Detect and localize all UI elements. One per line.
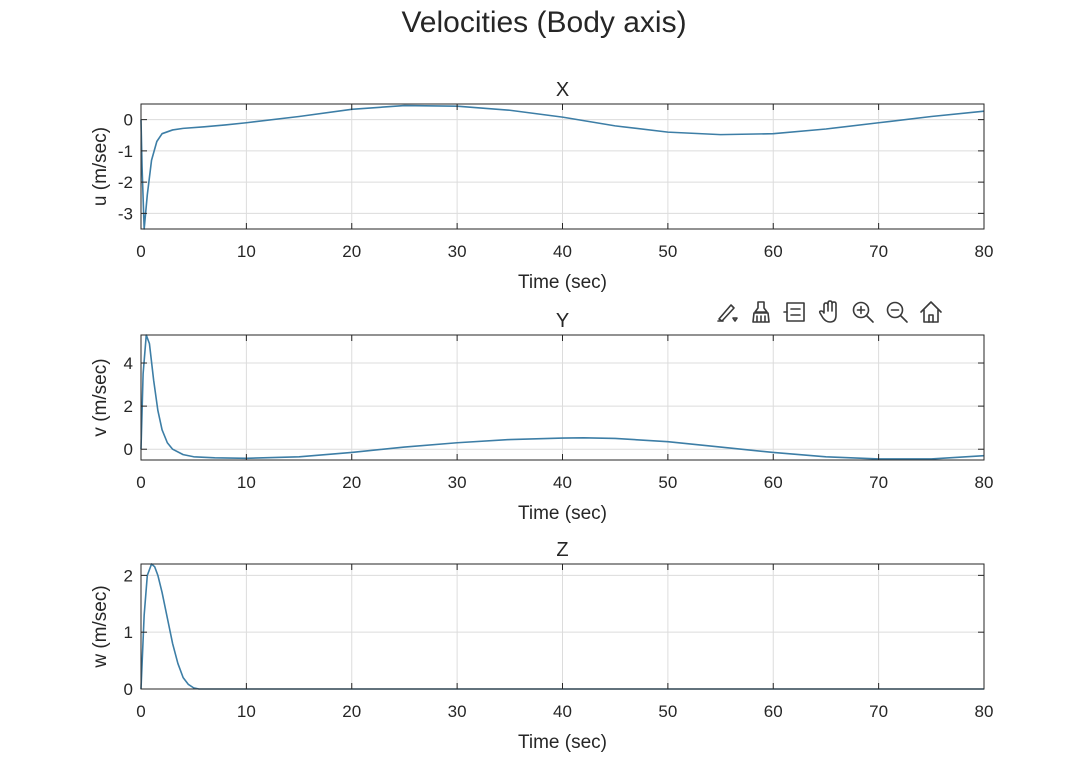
- y-tick-label: -3: [118, 204, 133, 223]
- x-tick-label: 20: [342, 473, 361, 492]
- axes-toolbar: [712, 296, 946, 328]
- x-tick-label: 20: [342, 242, 361, 261]
- zoom-out-icon: [886, 301, 908, 323]
- x-tick-label: 80: [975, 473, 994, 492]
- axes-title-z: Z: [556, 539, 568, 561]
- x-tick-label: 0: [136, 473, 145, 492]
- zoom-out-button[interactable]: [882, 296, 912, 328]
- axes-y[interactable]: 0 10 20 30 40 50 60 70 80 0 2 4 Y Time (sec) v (m/sec): [90, 310, 993, 524]
- data-tips-icon: [752, 301, 770, 323]
- x-tick-label: 60: [764, 702, 783, 721]
- pan-button[interactable]: [814, 296, 844, 328]
- x-tick-label: 80: [975, 242, 994, 261]
- x-tick-label: 50: [658, 473, 677, 492]
- x-tick-label: 10: [237, 702, 256, 721]
- x-tick-label: 80: [975, 702, 994, 721]
- legend-icon: [783, 302, 805, 322]
- y-axis-label: v (m/sec): [90, 358, 111, 436]
- axes-x[interactable]: 0 10 20 30 40 50 60 70 80 -3 -2 -1 0 X Time (sec) u (m/…: [90, 79, 993, 293]
- x-tick-label: 30: [448, 702, 467, 721]
- y-tick-label: 0: [124, 111, 133, 130]
- x-tick-label: 70: [869, 473, 888, 492]
- x-axis-label: Time (sec): [518, 503, 607, 524]
- y-tick-label: 2: [124, 566, 133, 585]
- x-tick-label: 60: [764, 473, 783, 492]
- series-line-u: [140, 104, 985, 230]
- axes-z[interactable]: 0 10 20 30 40 50 60 70 80 0 1 2 Z Time (sec) w (m/sec): [90, 539, 993, 753]
- legend-button[interactable]: [780, 296, 810, 328]
- x-tick-label: 0: [136, 702, 145, 721]
- x-tick-label: 40: [553, 242, 572, 261]
- x-tick-label: 30: [448, 242, 467, 261]
- axes-title-y: Y: [556, 310, 569, 332]
- x-tick-label: 40: [553, 702, 572, 721]
- axes-title-x: X: [556, 79, 569, 101]
- y-axis-label: w (m/sec): [90, 585, 111, 668]
- x-tick-label: 10: [237, 473, 256, 492]
- zoom-in-button[interactable]: [848, 296, 878, 328]
- x-tick-label: 40: [553, 473, 572, 492]
- x-tick-label: 10: [237, 242, 256, 261]
- y-axis-label: u (m/sec): [90, 127, 111, 206]
- x-axis-label: Time (sec): [518, 732, 607, 753]
- x-tick-label: 30: [448, 473, 467, 492]
- series-line-v: [140, 334, 985, 460]
- x-tick-label: 60: [764, 242, 783, 261]
- brush-data-icon: [717, 304, 738, 322]
- x-tick-label: 20: [342, 702, 361, 721]
- restore-view-button[interactable]: [916, 296, 946, 328]
- y-tick-label: 4: [124, 354, 133, 373]
- brush-data-button[interactable]: [712, 296, 742, 328]
- y-tick-label: -1: [118, 142, 133, 161]
- figure-title: Velocities (Body axis): [401, 6, 686, 39]
- home-icon: [920, 301, 942, 323]
- y-tick-label: 0: [124, 440, 133, 459]
- data-tips-button[interactable]: [746, 296, 776, 328]
- x-tick-label: 0: [136, 242, 145, 261]
- y-tick-label: -2: [118, 173, 133, 192]
- x-tick-label: 50: [658, 242, 677, 261]
- y-tick-label: 1: [124, 623, 133, 642]
- x-tick-label: 70: [869, 702, 888, 721]
- x-axis-label: Time (sec): [518, 272, 607, 293]
- y-tick-label: 0: [124, 680, 133, 699]
- y-tick-label: 2: [124, 397, 133, 416]
- zoom-in-icon: [852, 301, 874, 323]
- x-tick-label: 50: [658, 702, 677, 721]
- x-tick-label: 70: [869, 242, 888, 261]
- pan-icon: [818, 300, 837, 323]
